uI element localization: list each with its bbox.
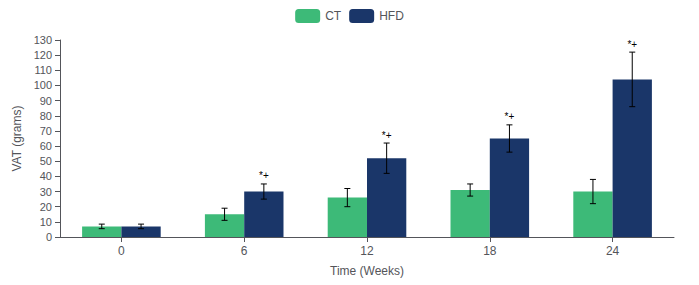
svg-text:12: 12: [360, 244, 374, 258]
svg-text:6: 6: [241, 244, 248, 258]
svg-text:110: 110: [34, 64, 52, 76]
svg-text:40: 40: [40, 170, 52, 182]
svg-text:10: 10: [40, 216, 52, 228]
svg-text:120: 120: [34, 49, 52, 61]
svg-text:24: 24: [606, 244, 620, 258]
svg-text:50: 50: [40, 155, 52, 167]
svg-text:18: 18: [483, 244, 497, 258]
svg-text:*+: *+: [382, 130, 392, 141]
svg-text:0: 0: [46, 231, 52, 243]
svg-text:130: 130: [34, 34, 52, 46]
svg-text:HFD: HFD: [379, 9, 404, 23]
svg-text:0: 0: [118, 244, 125, 258]
svg-text:*+: *+: [259, 170, 269, 181]
svg-text:VAT (grams): VAT (grams): [10, 105, 24, 171]
svg-text:30: 30: [40, 186, 52, 198]
svg-text:CT: CT: [325, 9, 342, 23]
svg-text:*+: *+: [505, 111, 515, 122]
svg-text:Time (Weeks): Time (Weeks): [330, 264, 404, 278]
svg-text:20: 20: [40, 201, 52, 213]
svg-text:*+: *+: [627, 39, 637, 50]
svg-text:60: 60: [40, 140, 52, 152]
svg-text:80: 80: [40, 110, 52, 122]
svg-text:70: 70: [40, 125, 52, 137]
svg-text:100: 100: [34, 79, 52, 91]
svg-text:90: 90: [40, 95, 52, 107]
